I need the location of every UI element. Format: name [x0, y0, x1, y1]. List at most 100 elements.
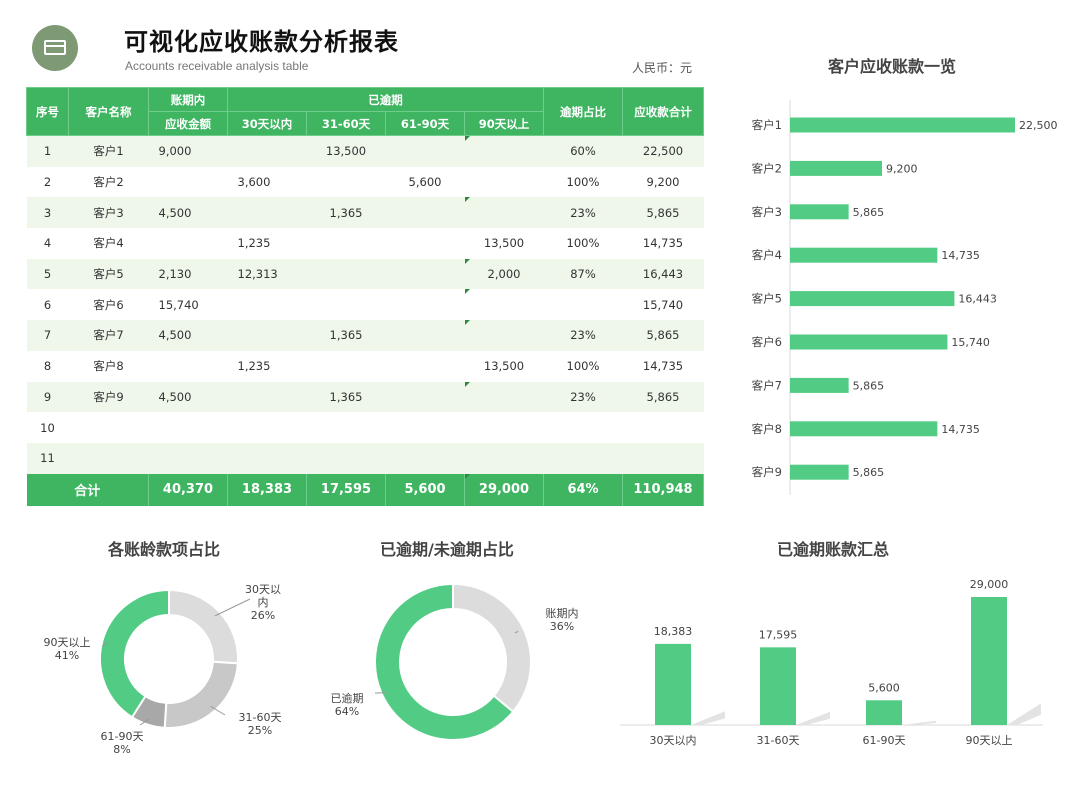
bar	[790, 117, 1015, 133]
slice-label: 25%	[248, 724, 272, 737]
cell-d31-60	[306, 166, 386, 198]
table-row: 1 客户1 9,000 13,500 60% 22,500	[26, 135, 704, 167]
bar-value-label: 5,600	[868, 681, 900, 694]
cell-d31-60: 1,365	[306, 197, 386, 229]
bar	[790, 377, 849, 393]
customer-receivables-chart: 客户1 22,500 客户2 9,200 客户3 5,865 客户4 14,735 客户5 16,…	[752, 100, 1058, 495]
cell-d61-90	[385, 197, 465, 229]
cell-customer: 客户6	[68, 289, 149, 321]
cell-d30	[227, 320, 307, 351]
slice-label: 30天以	[245, 583, 281, 596]
cell-seq: 4	[26, 228, 69, 259]
cell-d90	[464, 381, 544, 413]
cell-in-term: 9,000	[148, 135, 228, 167]
cell-seq: 11	[26, 442, 69, 474]
cell-seq: 6	[26, 289, 69, 321]
cell-d31-60	[306, 442, 386, 474]
bar-value-label: 16,443	[958, 293, 997, 306]
slice-label: 26%	[251, 609, 275, 622]
cell-d31-60	[306, 412, 386, 443]
page-title: 可视化应收账款分析报表	[124, 28, 399, 56]
bar	[866, 700, 902, 725]
overdue-summary-title: 已逾期账款汇总	[777, 540, 890, 559]
slice-label: 31-60天	[239, 711, 282, 724]
header-d61-90: 61-90天	[385, 111, 465, 136]
cell-d61-90	[385, 228, 465, 259]
cell-total: 5,865	[622, 197, 704, 229]
cell-seq: 3	[26, 197, 69, 229]
cell-d61-90	[385, 320, 465, 351]
y-tick-label: 客户4	[752, 248, 782, 262]
table-row: 9 客户9 4,500 1,365 23% 5,865	[26, 381, 704, 413]
header-in-term-group: 账期内	[148, 87, 228, 112]
cell-seq: 2	[26, 166, 69, 198]
bar-value-label: 17,595	[759, 628, 798, 641]
cell-total: 22,500	[622, 135, 704, 167]
page-subtitle: Accounts receivable analysis table	[125, 59, 309, 73]
cell-d61-90	[385, 289, 465, 321]
cell-seq: 8	[26, 350, 69, 382]
slice-label: 64%	[335, 705, 359, 718]
cell-customer: 客户8	[68, 350, 149, 382]
cell-total: 5,865	[622, 381, 704, 413]
cell-d90	[464, 412, 544, 443]
cell-total: 9,200	[622, 166, 704, 198]
bar	[790, 464, 849, 480]
bar-value-label: 18,383	[654, 625, 693, 638]
slice-label: 90天以上	[44, 636, 91, 649]
cell-pct: 100%	[543, 350, 623, 382]
report-logo-icon	[32, 25, 78, 71]
header-d30: 30天以内	[227, 111, 307, 136]
cell-pct: 60%	[543, 135, 623, 167]
cell-seq: 5	[26, 258, 69, 290]
header-d90: 90天以上	[464, 111, 544, 136]
leader-line	[139, 718, 150, 726]
y-tick-label: 客户7	[752, 378, 782, 392]
footer-pct: 64%	[543, 473, 623, 506]
header-overdue-pct: 逾期占比	[543, 87, 623, 136]
bar	[790, 291, 955, 307]
cell-d31-60	[306, 289, 386, 321]
slice-label: 61-90天	[101, 730, 144, 743]
bar-value-label: 29,000	[970, 578, 1009, 591]
cell-pct: 100%	[543, 166, 623, 198]
x-tick-label: 30天以内	[650, 733, 697, 747]
cell-total: 16,443	[622, 258, 704, 290]
table-row: 2 客户2 3,600 5,600 100% 9,200	[26, 166, 704, 198]
table-row: 3 客户3 4,500 1,365 23% 5,865	[26, 197, 704, 229]
cell-d31-60	[306, 258, 386, 290]
cell-d90: 13,500	[464, 228, 544, 259]
leader-line	[101, 641, 109, 648]
leader-line	[214, 598, 251, 617]
y-tick-label: 客户3	[752, 205, 782, 219]
table-row: 6 客户6 15,740 15,740	[26, 289, 704, 321]
cell-in-term: 4,500	[148, 320, 228, 351]
y-tick-label: 客户5	[752, 292, 782, 306]
table-row: 5 客户5 2,130 12,313 2,000 87% 16,443	[26, 258, 704, 290]
cell-d61-90	[385, 412, 465, 443]
cell-pct: 23%	[543, 381, 623, 413]
cell-d30	[227, 442, 307, 474]
cell-d61-90	[385, 258, 465, 290]
cell-d31-60: 1,365	[306, 320, 386, 351]
cell-d30	[227, 412, 307, 443]
cell-pct: 23%	[543, 197, 623, 229]
table-row: 11	[26, 442, 704, 474]
slice-label: 账期内	[546, 606, 579, 620]
donut-slice	[374, 582, 515, 741]
bar-value-label: 5,865	[853, 206, 885, 219]
bar-value-label: 15,740	[951, 336, 990, 349]
leader-line	[514, 630, 519, 634]
cell-pct	[543, 412, 623, 443]
overdue-ratio-title: 已逾期/未逾期占比	[380, 540, 514, 559]
cell-in-term: 2,130	[148, 258, 228, 290]
cell-seq: 10	[26, 412, 69, 443]
bar-shadow	[1007, 703, 1041, 725]
cell-total	[622, 412, 704, 443]
footer-total: 110,948	[622, 473, 704, 506]
cell-total: 14,735	[622, 228, 704, 259]
leader-line	[210, 705, 226, 716]
footer-d61-90: 5,600	[385, 473, 465, 506]
aging-chart-title: 各账龄款项占比	[108, 540, 221, 559]
cell-d31-60: 1,365	[306, 381, 386, 413]
